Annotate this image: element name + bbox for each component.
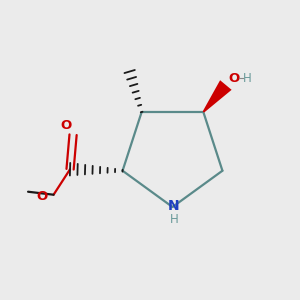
Text: O: O xyxy=(37,190,48,203)
Text: O: O xyxy=(228,72,240,85)
Text: O: O xyxy=(60,118,71,132)
Text: N: N xyxy=(168,199,180,212)
Text: H: H xyxy=(169,213,178,226)
Text: H: H xyxy=(243,72,252,85)
Polygon shape xyxy=(203,80,232,112)
